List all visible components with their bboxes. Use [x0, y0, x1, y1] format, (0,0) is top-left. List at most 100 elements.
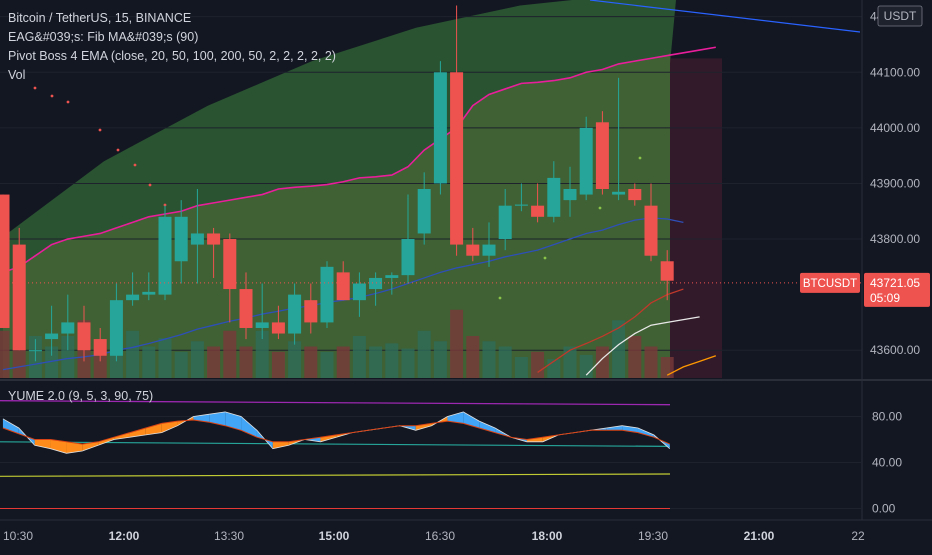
price-tick-label: 43900.00	[870, 176, 920, 190]
future-band-zone	[670, 58, 722, 378]
volume-bar	[401, 348, 415, 378]
osc-mid-line	[0, 441, 671, 447]
fib-ma-legend[interactable]: EAG&#039;s: Fib MA&#039;s (90)	[8, 30, 199, 44]
osc-legend[interactable]: YUME 2.0 (9, 5, 3, 90, 75)	[8, 389, 154, 403]
fib-dot	[498, 296, 502, 300]
price-tick-label: 44000.00	[870, 121, 920, 135]
candle-body	[255, 322, 269, 328]
osc-fill-segment	[129, 428, 146, 438]
volume-bar	[644, 346, 658, 378]
candle-body	[563, 189, 577, 201]
fib-dot	[50, 94, 54, 98]
osc-fill-segment	[98, 437, 115, 446]
volume-bar	[239, 346, 253, 378]
volume-bar	[190, 341, 204, 378]
volume-bar	[660, 357, 674, 378]
osc-fill-segment	[479, 421, 496, 433]
candle-body	[514, 204, 528, 206]
pivot-ema-legend[interactable]: Pivot Boss 4 EMA (close, 20, 50, 100, 20…	[8, 49, 336, 63]
fib-dot	[98, 128, 102, 132]
volume-bar	[563, 346, 577, 378]
time-tick-label: 18:00	[532, 529, 563, 543]
candle-body	[158, 216, 172, 295]
volume-bar	[45, 346, 59, 378]
osc-fill-segment	[145, 423, 162, 435]
symbol-legend[interactable]: Bitcoin / TetherUS, 15, BINANCE	[8, 11, 192, 25]
volume-bar	[174, 351, 188, 378]
time-tick-label: 10:30	[3, 529, 33, 543]
candle-body	[207, 233, 221, 245]
candle-body	[239, 289, 253, 328]
osc-fill-segment	[463, 411, 480, 428]
volume-bar	[0, 330, 10, 378]
volume-bar	[466, 336, 480, 378]
osc-upper-line	[0, 400, 671, 406]
volume-bar	[304, 346, 318, 378]
candle-body	[644, 205, 658, 256]
volume-bar	[498, 346, 512, 378]
currency-label-box	[877, 5, 923, 27]
candle-body	[61, 322, 75, 334]
osc-fill-segment	[2, 418, 19, 434]
candle-body	[450, 72, 464, 245]
ema-100-line	[585, 316, 700, 376]
fib-dot	[33, 86, 37, 90]
volume-bar	[207, 346, 221, 378]
volume-bar	[142, 346, 156, 378]
candle-body	[0, 194, 10, 328]
candle-body	[417, 189, 431, 234]
candle-body	[433, 72, 447, 184]
volume-bar	[126, 330, 140, 378]
fib-dot	[66, 100, 70, 104]
candle-body	[28, 350, 42, 352]
volume-legend[interactable]: Vol	[8, 68, 26, 82]
candle-body	[93, 339, 107, 356]
osc-fill-segment	[415, 423, 432, 431]
candle-body	[320, 266, 334, 323]
osc-fill-segment	[272, 441, 289, 449]
volume-bar	[482, 341, 496, 378]
time-tick-label: 13:30	[214, 529, 244, 543]
osc-fill-segment	[161, 421, 178, 433]
volume-bar	[531, 351, 545, 378]
candle-body	[547, 177, 561, 217]
fib-dot	[148, 183, 152, 187]
osc-fill-segment	[34, 439, 51, 449]
fib-dot	[133, 163, 137, 167]
candle-body	[579, 127, 593, 195]
volume-bar	[595, 346, 609, 378]
candle-body	[45, 333, 59, 340]
last-price-text: 43721.05	[870, 276, 920, 290]
osc-lower-line	[0, 473, 671, 477]
candle-body	[126, 294, 140, 301]
ema-50-line	[537, 288, 684, 373]
osc-fill-segment	[320, 434, 337, 442]
candle-body	[223, 239, 237, 290]
osc-fill-segment	[82, 441, 99, 451]
fib-dot	[163, 203, 167, 207]
osc-tick-label: 0.00	[872, 502, 896, 516]
candle-body	[77, 322, 91, 351]
volume-bar	[336, 346, 350, 378]
trend-line	[589, 0, 861, 33]
candle-body	[385, 275, 399, 278]
fib-dot	[598, 206, 602, 210]
candle-body	[628, 189, 642, 201]
candle-body	[271, 322, 285, 334]
time-tick-label: 22	[851, 529, 865, 543]
candle-body	[142, 291, 156, 295]
time-tick-label: 19:30	[638, 529, 668, 543]
upper-band-line	[2, 46, 716, 274]
candle-body	[612, 191, 626, 195]
ema-200-line	[666, 355, 717, 376]
volume-bar	[628, 336, 642, 378]
candle-body	[174, 216, 188, 262]
volume-bar	[369, 346, 383, 378]
candle-body	[190, 233, 204, 245]
osc-fill-segment	[66, 441, 83, 454]
candle-body	[369, 277, 383, 290]
candle-body	[401, 239, 415, 276]
volume-bar	[320, 351, 334, 378]
